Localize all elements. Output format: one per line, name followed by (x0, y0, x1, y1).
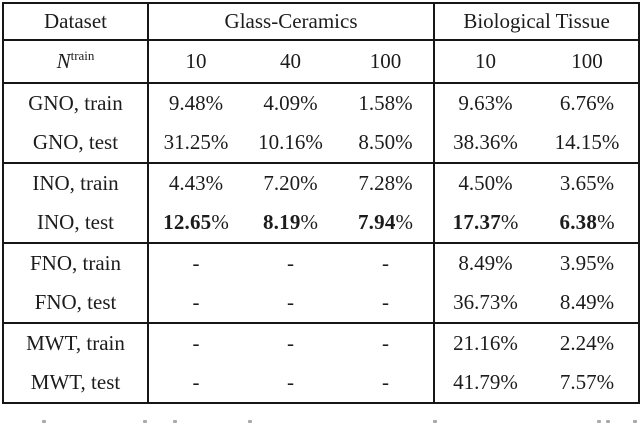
cell-value: 6.38% (559, 210, 615, 234)
row-label: MWT, train (3, 322, 149, 363)
table-row: MWT, train - - - 21.16% 2.24% (3, 322, 640, 363)
table-row: FNO, train - - - 8.49% 3.95% (3, 242, 640, 283)
cell-value: 41.79% (453, 370, 518, 394)
row-label: FNO, train (3, 242, 149, 283)
row-label: INO, train (3, 162, 149, 203)
cell-value: 8.50% (338, 123, 436, 163)
subcol-header: 40 (243, 39, 338, 83)
subcol-header: 10 (148, 39, 243, 83)
subcol-header: 100 (536, 39, 640, 83)
table-row: GNO, test 31.25% 10.16% 8.50% 38.36% 14.… (3, 123, 639, 163)
cell-value: 36.73% (453, 290, 518, 314)
results-table: Dataset Glass-Ceramics Biological Tissue… (2, 2, 640, 404)
row-label: INO, test (3, 203, 149, 243)
cell-value: - (192, 290, 200, 314)
cell-value: - (338, 322, 436, 363)
cell-value: - (338, 363, 436, 403)
cell-value: - (148, 322, 243, 363)
cell-value: 3.95% (536, 242, 640, 283)
cell-value: 8.49% (559, 290, 615, 314)
cell-value: 4.09% (243, 82, 338, 123)
cell-value: - (192, 370, 200, 394)
cell-value: 3.65% (536, 162, 640, 203)
row-label: MWT, test (3, 363, 149, 403)
table-row: INO, train 4.43% 7.20% 7.28% 4.50% 3.65% (3, 162, 640, 203)
cell-value: 4.50% (434, 162, 537, 203)
cell-value: 38.36% (453, 130, 518, 154)
cell-value: - (287, 370, 294, 394)
ntrain-label: Ntrain (3, 39, 149, 83)
cell-value: 7.57% (559, 370, 615, 394)
cell-value: 2.24% (536, 322, 640, 363)
cell-value: 7.94% (338, 203, 436, 243)
cropped-caption-fragment (0, 420, 640, 425)
cell-value: 8.49% (434, 242, 537, 283)
cell-value: - (338, 242, 436, 283)
cell-value: - (338, 283, 436, 323)
cell-value: 9.48% (148, 82, 243, 123)
col-group-biological-tissue: Biological Tissue (463, 9, 610, 33)
cell-value: 10.16% (258, 130, 323, 154)
col-group-glass-ceramics: Glass-Ceramics (148, 3, 436, 40)
cell-value: 17.37% (452, 210, 519, 234)
cell-value: 8.19% (262, 210, 319, 234)
table-row: GNO, train 9.48% 4.09% 1.58% 9.63% 6.76% (3, 82, 640, 123)
cell-value: - (243, 242, 338, 283)
table-row: FNO, test - - - 36.73% 8.49% (3, 283, 639, 323)
row-label: GNO, test (3, 123, 149, 163)
cell-value: - (287, 290, 294, 314)
cell-value: 7.28% (338, 162, 436, 203)
row-label: GNO, train (3, 82, 149, 123)
subcol-header: 10 (434, 39, 537, 83)
row-label: FNO, test (3, 283, 149, 323)
ntrain-symbol: N (56, 49, 71, 73)
table-row: MWT, test - - - 41.79% 7.57% (3, 363, 639, 403)
cell-value: 12.65% (163, 210, 229, 234)
ntrain-superscript: train (70, 48, 95, 63)
cell-value: 6.76% (536, 82, 640, 123)
cell-value: - (148, 242, 243, 283)
cell-value: 7.20% (243, 162, 338, 203)
cell-value: 9.63% (434, 82, 537, 123)
table-header-row: Dataset Glass-Ceramics Biological Tissue (3, 3, 639, 40)
cell-value: 1.58% (338, 82, 436, 123)
table-row: INO, test 12.65% 8.19% 7.94% 17.37% 6.38… (3, 203, 639, 243)
cell-value: 31.25% (163, 130, 229, 154)
col-header-dataset: Dataset (3, 3, 149, 40)
subcol-header: 100 (338, 39, 436, 83)
table-subheader-row: Ntrain 10 40 100 10 100 (3, 39, 640, 83)
cell-value: 4.43% (148, 162, 243, 203)
cell-value: 14.15% (554, 130, 620, 154)
cell-value: - (243, 322, 338, 363)
cell-value: 21.16% (434, 322, 537, 363)
